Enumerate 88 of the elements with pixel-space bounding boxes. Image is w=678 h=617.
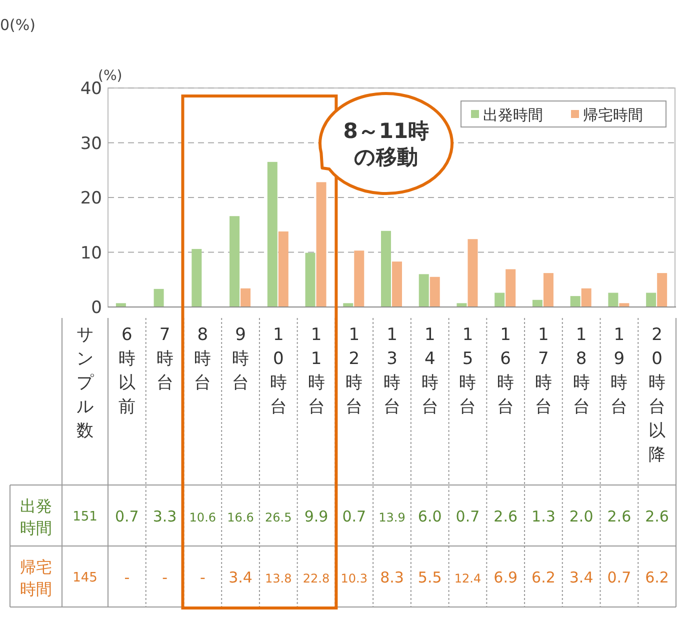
bar — [657, 273, 668, 307]
data-label: 22.8 — [302, 572, 330, 586]
y-tick-label: 30 — [80, 134, 102, 154]
bar — [506, 269, 516, 307]
text: サンプル数 — [76, 325, 94, 441]
bar — [430, 276, 440, 307]
data-label: 5.5 — [418, 568, 442, 586]
bar — [581, 288, 592, 307]
bar — [116, 303, 126, 307]
bar — [316, 182, 326, 307]
bar — [608, 292, 618, 307]
x-tick-label: 14時台 — [421, 325, 438, 417]
bar — [154, 288, 164, 307]
x-tick-label: 6時以前 — [118, 325, 136, 417]
text: 時間 — [20, 580, 52, 598]
y-tick-label: 10 — [80, 243, 102, 264]
data-label: 0.7 — [342, 508, 366, 526]
bar — [278, 231, 288, 307]
data-label: 6.2 — [645, 568, 669, 586]
bar — [543, 273, 554, 307]
data-label: 3.4 — [569, 568, 594, 586]
data-label: 6.9 — [494, 568, 518, 586]
text: - — [162, 568, 168, 586]
bar — [532, 300, 542, 307]
legend-label: 帰宅時間 — [583, 106, 643, 124]
bar — [619, 303, 630, 307]
bar — [354, 250, 364, 307]
data-label: 0.7 — [456, 508, 480, 526]
legend-label: 出発時間 — [483, 106, 543, 124]
x-tick-label: 17時台 — [534, 325, 552, 417]
bar — [343, 303, 354, 307]
data-label: 2.6 — [645, 508, 669, 526]
data-label: 12.4 — [454, 572, 482, 586]
data-label: 13.8 — [265, 572, 292, 586]
bar — [381, 230, 391, 307]
bar — [305, 252, 316, 307]
data-label: 2.0 — [569, 508, 594, 526]
text: - — [124, 568, 130, 586]
data-label: 13.9 — [378, 510, 406, 524]
text: 出発 — [20, 496, 52, 516]
bar — [646, 292, 656, 307]
text: 151 — [72, 510, 98, 524]
bar — [392, 262, 402, 307]
x-tick-label: 8時台 — [194, 325, 212, 393]
bar — [267, 162, 278, 307]
text: 帰宅 — [20, 558, 52, 576]
bar — [418, 274, 429, 307]
x-tick-label: 11時台 — [308, 325, 325, 417]
y-tick-label: 0 — [91, 298, 102, 318]
data-label: 2.6 — [607, 508, 632, 526]
data-label: 1.3 — [532, 508, 556, 526]
x-tick-label: 7時台 — [156, 325, 174, 393]
annotation: の移動 — [354, 145, 418, 169]
bar — [570, 296, 580, 307]
text: - — [200, 568, 206, 586]
x-tick-label: 12時台 — [346, 325, 363, 417]
data-label: 3.3 — [152, 508, 177, 526]
x-tick-label: 9時台 — [232, 325, 250, 393]
x-tick-label: 20時台以降 — [648, 325, 666, 465]
data-label: 0.7 — [607, 568, 632, 586]
data-label: 3.4 — [228, 568, 252, 586]
x-tick-label: 19時台 — [610, 325, 628, 417]
data-label: 6.2 — [532, 568, 556, 586]
x-tick-label: 18時台 — [572, 325, 590, 417]
bar — [468, 239, 478, 307]
bar — [192, 248, 202, 307]
data-label: 10.6 — [189, 510, 216, 524]
data-label: 8.3 — [380, 568, 404, 586]
data-label: 0.7 — [115, 508, 139, 526]
bar — [494, 292, 505, 307]
bar — [456, 303, 467, 307]
data-label: 10.3 — [340, 572, 368, 586]
bar — [230, 216, 240, 307]
annotation: 8～11時 — [343, 119, 430, 143]
data-label: 9.9 — [304, 508, 328, 526]
x-tick-label: 13時台 — [384, 325, 400, 417]
data-label: 26.5 — [265, 510, 292, 524]
data-label: 6.0 — [418, 508, 442, 526]
x-tick-label: 15時台 — [459, 325, 476, 417]
y-tick-label: 20 — [80, 188, 102, 208]
x-tick-label: 10時台 — [270, 325, 287, 417]
text: 0(%) — [0, 16, 36, 34]
bar — [240, 288, 251, 307]
text: 時間 — [20, 518, 52, 538]
text: 145 — [72, 570, 98, 586]
x-tick-label: 16時台 — [497, 325, 514, 417]
data-label: 16.6 — [227, 510, 254, 524]
data-label: 2.6 — [494, 508, 518, 526]
